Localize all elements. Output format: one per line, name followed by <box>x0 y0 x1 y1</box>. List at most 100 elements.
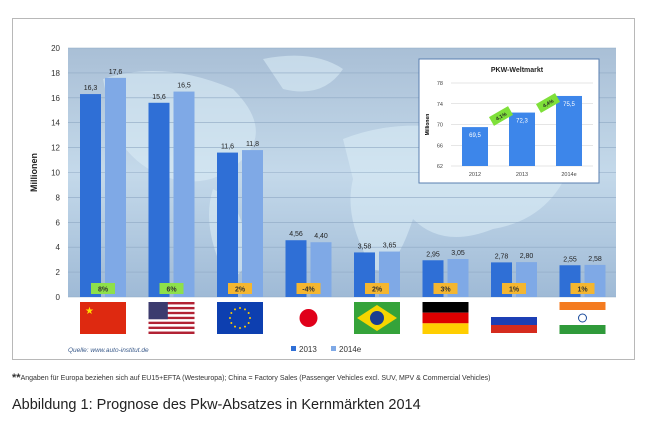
japan-flag <box>285 302 332 334</box>
eu-flag <box>217 302 263 334</box>
inset-y-tick-label: 70 <box>437 123 443 129</box>
growth-badge <box>365 283 389 294</box>
flag-star <box>247 312 250 314</box>
flag-part <box>148 331 195 334</box>
y-axis-label: Millionen <box>29 153 39 192</box>
growth-label: 8% <box>98 287 109 294</box>
growth-badge <box>159 283 184 294</box>
growth-label: 1% <box>509 287 520 294</box>
flag-part <box>491 312 537 319</box>
inset-growth-badge: 4,1% <box>488 106 514 126</box>
y-tick-label: 12 <box>51 144 60 153</box>
inset-growth-bg <box>535 93 561 113</box>
growth-label: 6% <box>166 287 177 294</box>
germany-flag <box>422 302 469 334</box>
footnote-text: Angaben für Europa beziehen sich auf EU1… <box>20 375 491 382</box>
legend-label: 2013 <box>299 345 317 354</box>
growth-label: -4% <box>302 287 315 294</box>
flag-part <box>148 314 195 317</box>
bar-2013-japan <box>285 240 307 297</box>
flag-part <box>148 311 195 315</box>
data-label: 3,05 <box>451 250 465 257</box>
data-label: 2,55 <box>563 256 577 263</box>
flag-star <box>239 307 241 309</box>
figure-caption: Abbildung 1: Prognose des Pkw-Absatzes i… <box>12 397 421 413</box>
bar-2014e-europa <box>242 150 263 297</box>
inset-y-axis-label: Millionen <box>425 114 431 136</box>
india-flag <box>559 302 606 334</box>
flag-star <box>234 325 236 328</box>
growth-label: 2% <box>235 287 246 294</box>
y-tick-label: 20 <box>51 44 60 53</box>
data-label: 16,5 <box>177 83 191 90</box>
inset-y-tick-label: 78 <box>437 81 443 87</box>
bar-2013-europa <box>217 152 238 297</box>
y-tick-label: 6 <box>56 218 61 227</box>
inset-bar-2012 <box>462 127 488 166</box>
footnote-mark: ** <box>12 372 21 384</box>
data-label: 2,80 <box>520 253 534 260</box>
flag-part <box>148 319 195 322</box>
data-label: 15,6 <box>152 94 166 101</box>
growth-badge <box>502 283 526 294</box>
data-label: 2,58 <box>588 256 602 263</box>
y-tick-label: 18 <box>51 69 60 78</box>
flag-part <box>80 302 126 334</box>
inset-y-tick-label: 66 <box>437 143 443 149</box>
growth-badge <box>296 283 321 294</box>
flag-part <box>422 323 469 334</box>
flag-part <box>148 309 195 312</box>
flag-star <box>244 325 246 328</box>
data-label: 4,56 <box>289 231 303 238</box>
flag-star: ★ <box>85 306 94 317</box>
russia-flag <box>491 312 537 333</box>
inset-x-tick-label: 2014e <box>561 172 576 178</box>
flag-part <box>559 313 606 324</box>
data-label: 11,6 <box>221 144 234 151</box>
growth-label: 2% <box>372 287 383 294</box>
data-label: 11,8 <box>246 141 259 148</box>
flag-star <box>239 327 241 329</box>
flag-part <box>148 316 195 320</box>
flag-star <box>247 322 250 324</box>
usa-flag <box>148 302 195 334</box>
bar-chart: 0 2 4 6 8 10 12 14 16 18 20 Millionen 16,3 17,6 8% ★ 15,… <box>29 44 616 354</box>
y-tick-label: 8 <box>56 193 61 202</box>
data-label: 16,3 <box>84 85 98 92</box>
flag-part <box>559 325 606 334</box>
bar-2014e-china <box>105 77 126 297</box>
flag-part <box>148 326 195 330</box>
y-tick-label: 2 <box>56 268 61 277</box>
legend-label: 2014e <box>339 345 362 354</box>
inset-y-tick-label: 62 <box>437 164 443 170</box>
y-tick-label: 16 <box>51 94 60 103</box>
growth-badge <box>91 283 115 294</box>
chart-frame: 0 2 4 6 8 10 12 14 16 18 20 Millionen 16,3 17,6 8% ★ 15,… <box>12 18 635 360</box>
growth-label: 3% <box>440 287 451 294</box>
inset-growth-label: 4,1% <box>495 111 508 122</box>
flag-globe <box>370 311 384 325</box>
flag-part <box>148 321 195 325</box>
inset-data-label: 75,5 <box>563 102 575 108</box>
flag-star <box>249 317 251 319</box>
inset-growth-bg <box>488 106 514 126</box>
brazil-flag <box>354 302 400 334</box>
flag-part <box>148 306 195 310</box>
growth-badge <box>570 283 595 294</box>
data-label: 4,40 <box>314 233 328 240</box>
y-tick-label: 0 <box>56 293 61 302</box>
y-tick-label: 10 <box>51 169 60 178</box>
inset-data-label: 69,5 <box>469 133 481 139</box>
footnote: **Angaben für Europa beziehen sich auf E… <box>12 372 490 384</box>
data-label: 2,78 <box>495 253 509 260</box>
bar-2013-usa <box>148 102 170 297</box>
flag-star <box>244 308 246 311</box>
inset-x-tick-label: 2012 <box>469 172 481 178</box>
data-label: 3,65 <box>383 243 397 250</box>
inset-x-tick-label: 2013 <box>516 172 528 178</box>
flag-part <box>491 317 537 325</box>
legend-swatch <box>331 346 336 351</box>
y-tick-label: 14 <box>51 119 60 128</box>
flag-chakra <box>578 313 587 323</box>
flag-star <box>230 312 233 314</box>
